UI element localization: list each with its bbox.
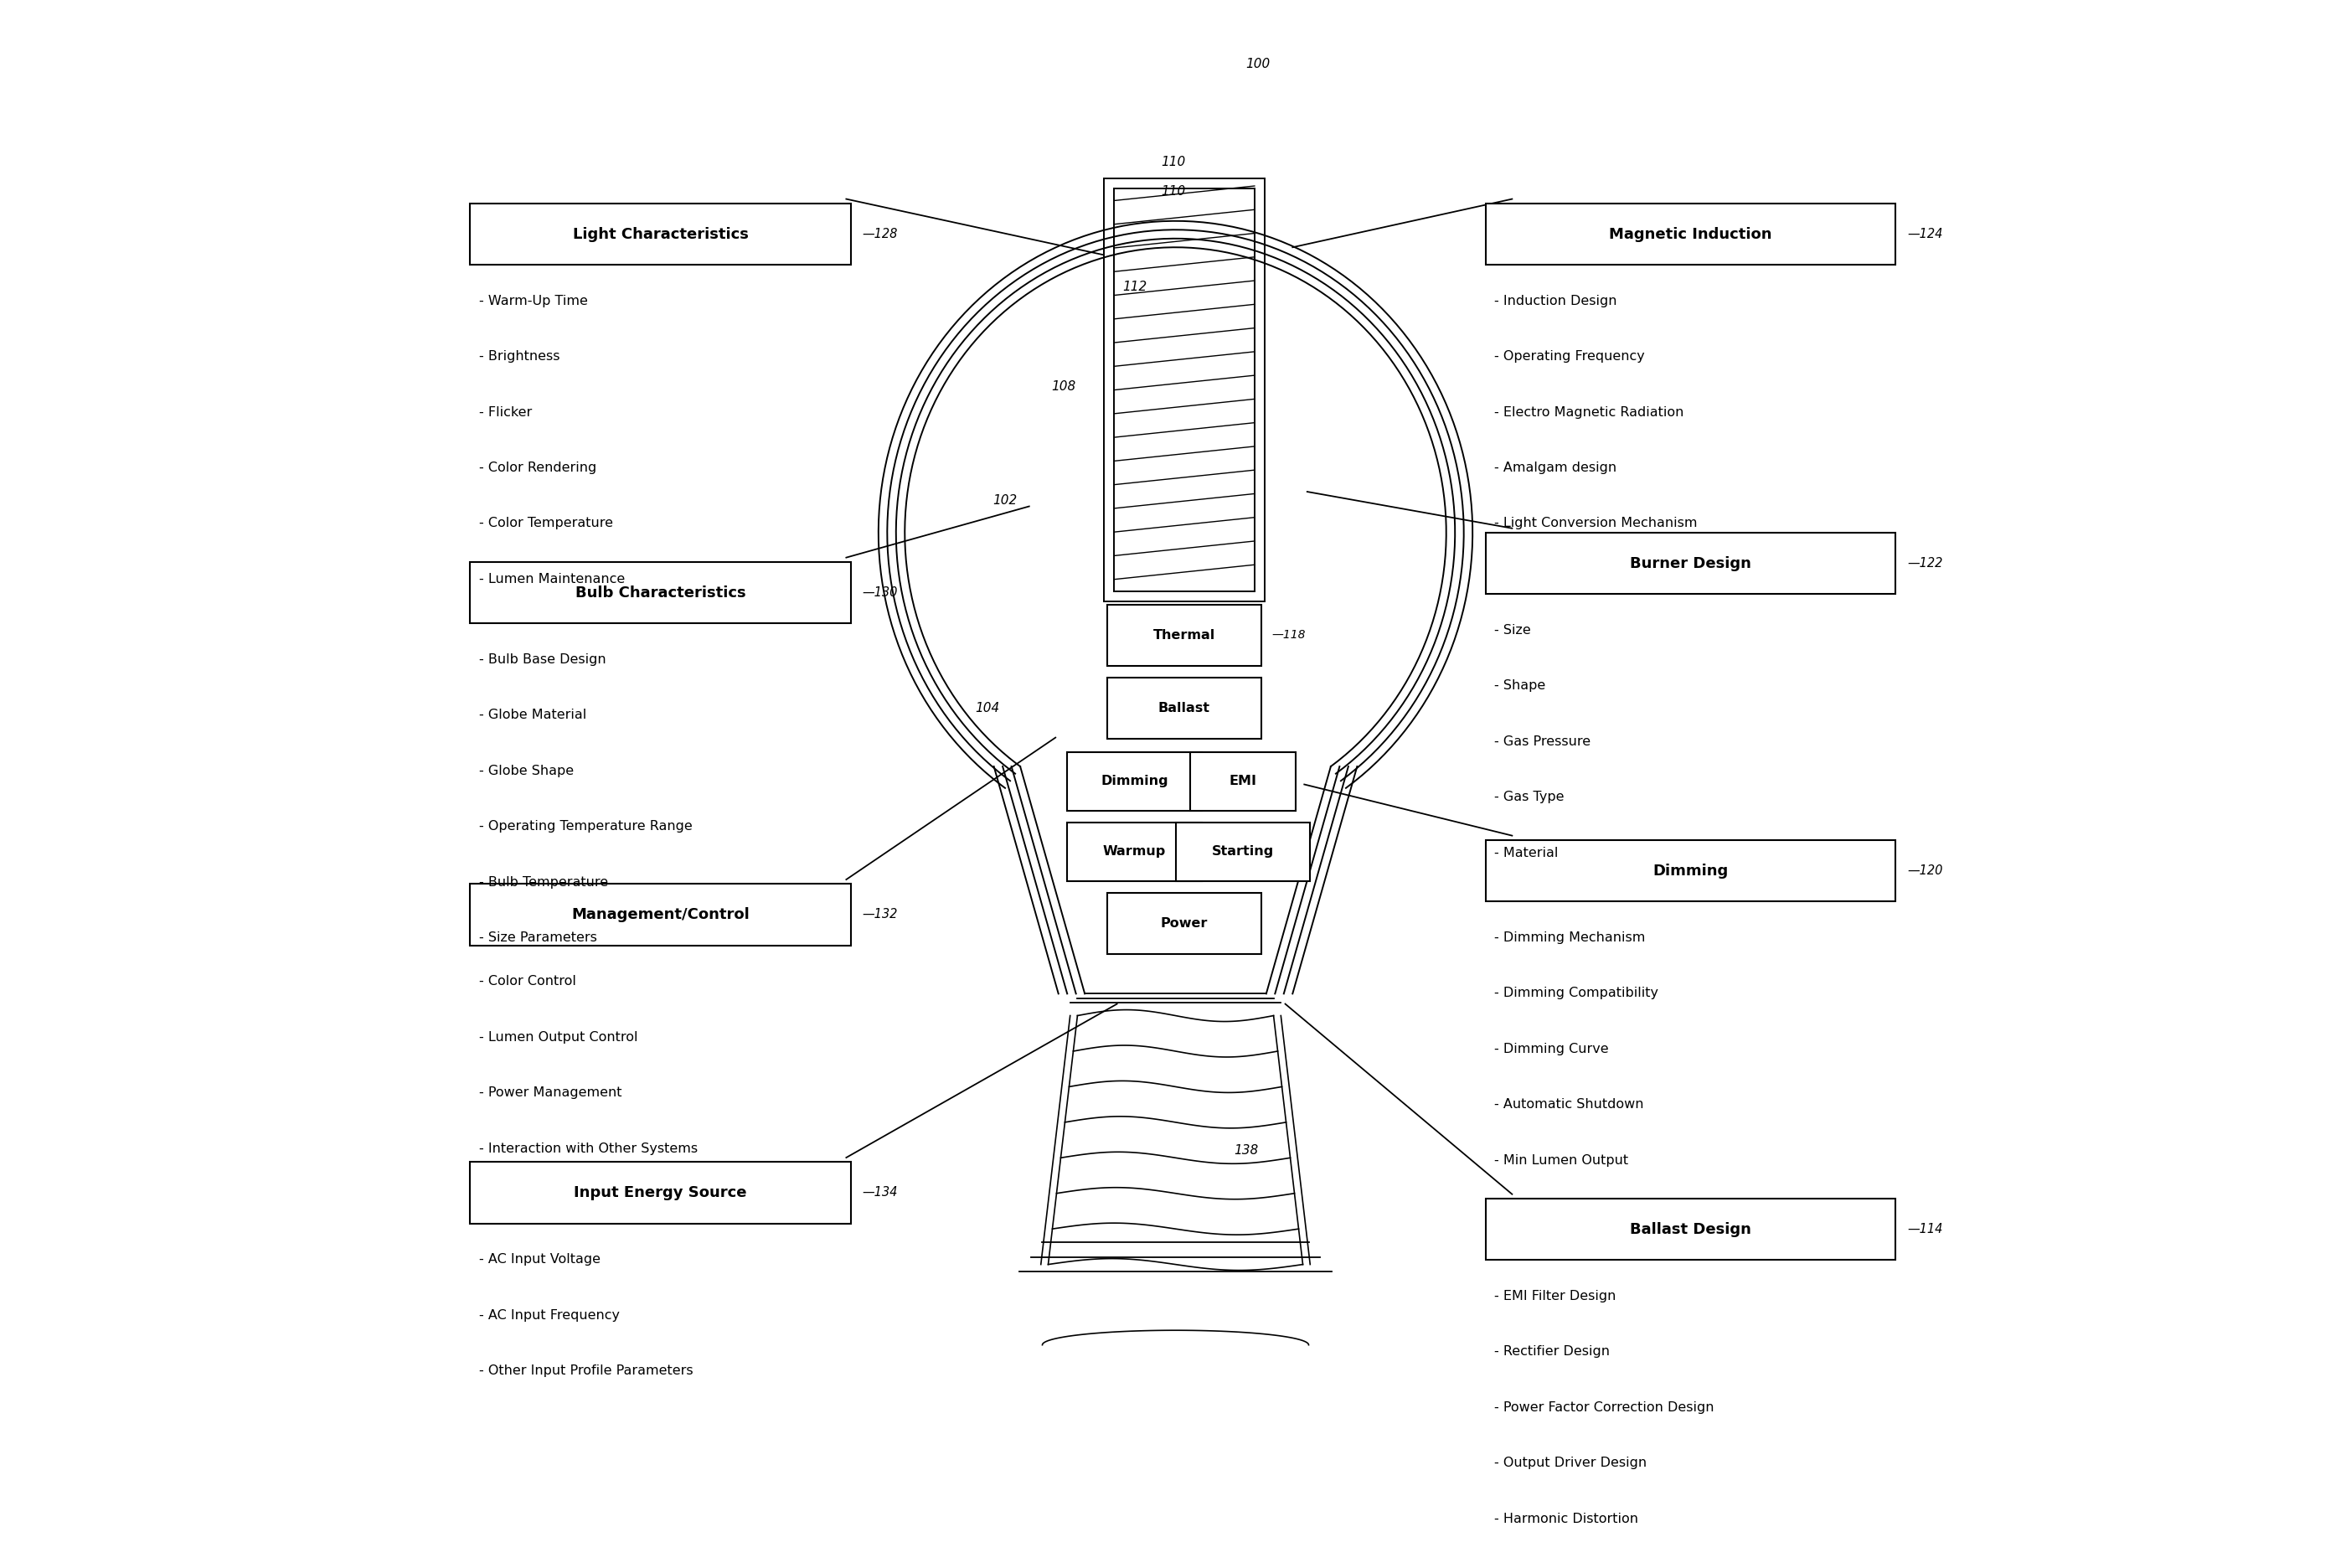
Text: —120: —120 <box>1907 864 1942 877</box>
Text: Magnetic Induction: Magnetic Induction <box>1608 227 1773 241</box>
Text: 110: 110 <box>1161 185 1185 198</box>
Text: - Dimming Mechanism: - Dimming Mechanism <box>1495 931 1646 944</box>
Text: - Dimming Curve: - Dimming Curve <box>1495 1043 1608 1055</box>
FancyBboxPatch shape <box>1067 753 1201 811</box>
Text: - Shape: - Shape <box>1495 679 1547 691</box>
Text: Input Energy Source: Input Energy Source <box>574 1185 748 1200</box>
Text: Starting: Starting <box>1211 845 1274 858</box>
Text: 102: 102 <box>992 494 1018 506</box>
Text: - Material: - Material <box>1495 847 1559 859</box>
Text: - Color Temperature: - Color Temperature <box>480 517 614 530</box>
Text: —128: —128 <box>863 227 898 240</box>
FancyBboxPatch shape <box>470 561 851 624</box>
Text: - Flicker: - Flicker <box>480 406 531 419</box>
Text: - Output Driver Design: - Output Driver Design <box>1495 1457 1648 1469</box>
Text: - Operating Frequency: - Operating Frequency <box>1495 350 1646 362</box>
Text: - Dimming Compatibility: - Dimming Compatibility <box>1495 986 1660 999</box>
Text: - Light Conversion Mechanism: - Light Conversion Mechanism <box>1495 517 1697 530</box>
Text: - Power Management: - Power Management <box>480 1087 621 1099</box>
FancyBboxPatch shape <box>1486 204 1895 265</box>
Text: - Brightness: - Brightness <box>480 350 560 362</box>
Text: - AC Input Voltage: - AC Input Voltage <box>480 1253 600 1265</box>
Text: - Bulb Base Design: - Bulb Base Design <box>480 654 607 666</box>
Text: —118: —118 <box>1272 629 1305 641</box>
Text: - Other Input Profile Parameters: - Other Input Profile Parameters <box>480 1364 694 1377</box>
Text: Dimming: Dimming <box>1100 775 1168 787</box>
Text: - EMI Filter Design: - EMI Filter Design <box>1495 1290 1615 1303</box>
FancyBboxPatch shape <box>1107 604 1260 666</box>
Text: - Globe Shape: - Globe Shape <box>480 765 574 778</box>
Text: 110: 110 <box>1161 157 1185 169</box>
Text: Warmup: Warmup <box>1103 845 1166 858</box>
Text: - Gas Type: - Gas Type <box>1495 790 1563 803</box>
Text: EMI: EMI <box>1230 775 1258 787</box>
Text: Dimming: Dimming <box>1653 864 1728 878</box>
FancyBboxPatch shape <box>1067 823 1201 881</box>
Text: - Lumen Output Control: - Lumen Output Control <box>480 1030 637 1043</box>
Text: - Amalgam design: - Amalgam design <box>1495 461 1617 474</box>
Text: Thermal: Thermal <box>1154 629 1215 641</box>
FancyBboxPatch shape <box>1107 892 1260 955</box>
Text: - Lumen Maintenance: - Lumen Maintenance <box>480 572 625 585</box>
Text: - Warm-Up Time: - Warm-Up Time <box>480 295 588 307</box>
Text: 100: 100 <box>1246 58 1270 71</box>
Text: - Interaction with Other Systems: - Interaction with Other Systems <box>480 1142 698 1154</box>
FancyBboxPatch shape <box>1486 840 1895 902</box>
Text: - Induction Design: - Induction Design <box>1495 295 1617 307</box>
Text: 108: 108 <box>1051 379 1077 392</box>
Text: Management/Control: Management/Control <box>571 908 750 922</box>
Text: - Min Lumen Output: - Min Lumen Output <box>1495 1154 1629 1167</box>
Text: —132: —132 <box>863 908 898 920</box>
FancyBboxPatch shape <box>1190 753 1295 811</box>
Text: Power: Power <box>1161 917 1208 930</box>
Text: —122: —122 <box>1907 557 1942 569</box>
Text: - Size Parameters: - Size Parameters <box>480 931 597 944</box>
FancyBboxPatch shape <box>470 204 851 265</box>
Text: —124: —124 <box>1907 227 1942 240</box>
Text: - Operating Temperature Range: - Operating Temperature Range <box>480 820 691 833</box>
FancyBboxPatch shape <box>470 1162 851 1223</box>
Text: Ballast Design: Ballast Design <box>1629 1221 1751 1237</box>
Text: - Automatic Shutdown: - Automatic Shutdown <box>1495 1098 1643 1110</box>
Text: - Power Factor Correction Design: - Power Factor Correction Design <box>1495 1402 1714 1414</box>
Text: - Size: - Size <box>1495 624 1531 637</box>
Text: - Electro Magnetic Radiation: - Electro Magnetic Radiation <box>1495 406 1683 419</box>
FancyBboxPatch shape <box>1486 533 1895 594</box>
Text: - Globe Material: - Globe Material <box>480 709 585 721</box>
Text: Bulb Characteristics: Bulb Characteristics <box>576 585 745 601</box>
Text: 112: 112 <box>1124 281 1147 293</box>
Text: 138: 138 <box>1234 1145 1258 1157</box>
Text: - AC Input Frequency: - AC Input Frequency <box>480 1309 621 1322</box>
Text: - Gas Pressure: - Gas Pressure <box>1495 735 1592 748</box>
Text: - Color Rendering: - Color Rendering <box>480 461 597 474</box>
Text: —134: —134 <box>863 1187 898 1200</box>
Text: - Color Control: - Color Control <box>480 975 576 988</box>
Text: 104: 104 <box>976 702 999 715</box>
Text: —114: —114 <box>1907 1223 1942 1236</box>
Text: Burner Design: Burner Design <box>1629 557 1751 571</box>
FancyBboxPatch shape <box>470 884 851 946</box>
Text: - Rectifier Design: - Rectifier Design <box>1495 1345 1610 1358</box>
Text: - Harmonic Distortion: - Harmonic Distortion <box>1495 1513 1639 1526</box>
FancyBboxPatch shape <box>1176 823 1310 881</box>
FancyBboxPatch shape <box>1107 677 1260 739</box>
Text: Ballast: Ballast <box>1159 702 1211 715</box>
Text: Light Characteristics: Light Characteristics <box>574 227 748 241</box>
Text: —130: —130 <box>863 586 898 599</box>
FancyBboxPatch shape <box>1486 1198 1895 1261</box>
Text: - Bulb Temperature: - Bulb Temperature <box>480 877 609 889</box>
